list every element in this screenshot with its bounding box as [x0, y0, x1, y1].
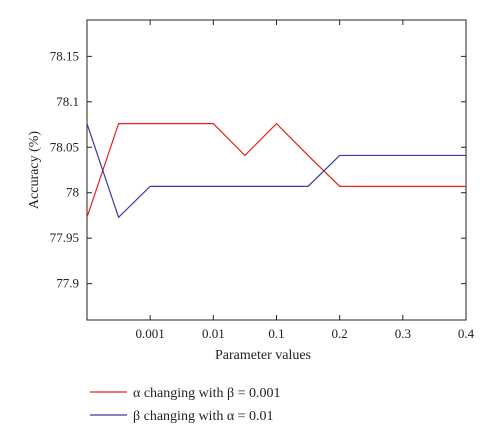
y-tick-label: 78.05 [50, 139, 79, 154]
legend-label-beta: β changing with α = 0.01 [133, 409, 274, 424]
x-tick-label: 0.2 [332, 326, 348, 341]
x-tick-label: 0.01 [202, 326, 225, 341]
y-tick-label: 78 [66, 185, 79, 200]
y-axis-ticks: 77.9 77.95 78 78.05 78.1 78.15 [50, 48, 466, 291]
x-tick-label: 0.4 [458, 326, 475, 341]
y-tick-label: 77.95 [50, 230, 79, 245]
legend: α changing with β = 0.001 β changing wit… [90, 386, 281, 424]
x-axis-ticks: 0.001 0.01 0.1 0.2 0.3 0.4 [136, 20, 475, 341]
x-tick-label: 0.1 [268, 326, 284, 341]
series-line-alpha [86, 122, 466, 218]
y-tick-label: 78.15 [50, 48, 79, 63]
x-axis-title: Parameter values [215, 348, 311, 363]
y-axis-title: Accuracy (%) [27, 131, 42, 209]
series-lines [86, 122, 467, 219]
x-tick-label: 0.001 [136, 326, 165, 341]
y-tick-label: 77.9 [56, 276, 79, 291]
y-tick-label: 78.1 [56, 94, 79, 109]
series-line-beta [86, 123, 466, 219]
legend-label-alpha: α changing with β = 0.001 [133, 386, 281, 401]
plot-area-frame [86, 19, 467, 321]
x-tick-label: 0.3 [395, 326, 411, 341]
